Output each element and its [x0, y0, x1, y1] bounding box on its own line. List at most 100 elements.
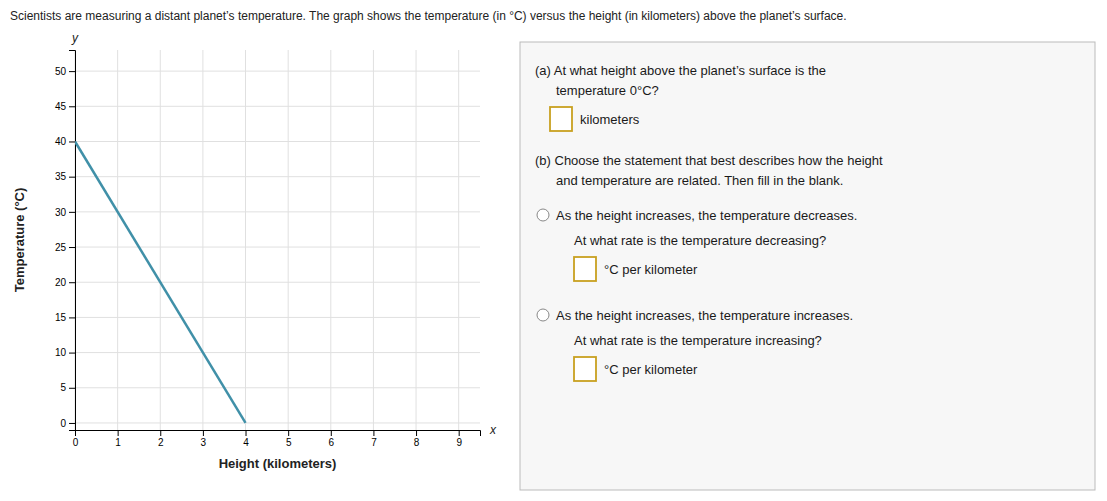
tick-mark	[459, 430, 460, 436]
panel-text: (a) At what height above the planet’s su…	[535, 63, 826, 78]
grid-line	[75, 247, 480, 248]
tick-mark	[160, 430, 161, 436]
tick: 0	[73, 430, 79, 448]
tick-label: 3	[201, 437, 207, 448]
axis-end-label: x	[489, 423, 497, 437]
grid-line	[202, 50, 203, 430]
tick-mark	[69, 317, 75, 318]
tick: 50	[55, 66, 75, 77]
panel-text: kilometers	[580, 112, 640, 127]
grid-line	[117, 50, 118, 430]
panel-text: At what rate is the temperature increasi…	[574, 333, 822, 348]
axis-line	[69, 51, 76, 431]
input-box	[574, 357, 596, 381]
axis-end-label: y	[71, 31, 79, 45]
grid-line	[75, 176, 480, 177]
tick-label: 0	[60, 418, 66, 429]
title: Scientists are measuring a distant plane…	[10, 9, 847, 23]
grid-line	[416, 50, 417, 430]
tick-mark	[69, 353, 75, 354]
tick: 40	[55, 136, 75, 147]
tick-label: 15	[55, 312, 67, 323]
radio-button	[537, 309, 549, 321]
tick: 3	[201, 430, 207, 448]
tick-label: 5	[60, 382, 66, 393]
tick: 5	[60, 382, 75, 393]
tick-mark	[331, 430, 332, 436]
grid-line	[245, 50, 246, 430]
tick-label: 2	[158, 437, 164, 448]
tick-label: 20	[55, 277, 67, 288]
tick-mark	[373, 430, 374, 436]
panel-text: and temperature are related. Then fill i…	[556, 173, 843, 188]
axis-line	[76, 431, 481, 437]
tick-label: 25	[55, 242, 67, 253]
grid-line	[75, 141, 480, 142]
grid-line	[373, 50, 374, 430]
panel-text: At what rate is the temperature decreasi…	[574, 233, 826, 248]
input-box	[550, 107, 572, 131]
grid-line	[75, 71, 480, 72]
panel-text: °C per kilometer	[604, 262, 698, 277]
tick-label: 4	[243, 437, 249, 448]
tick: 25	[55, 242, 75, 253]
tick: 7	[371, 430, 377, 448]
y-axis: 05101520253035404550	[55, 51, 76, 431]
tick: 8	[414, 430, 420, 448]
grid-line	[75, 282, 480, 283]
tick-label: 7	[371, 437, 377, 448]
x-axis: 0 1 2 3 4 5 6 7 8 9	[73, 430, 481, 448]
panel-content: (a) At what height above the planet’s su…	[535, 63, 883, 381]
tick-mark	[118, 430, 119, 436]
grid-line	[330, 50, 331, 430]
grid-line	[75, 387, 480, 388]
grid-line	[288, 50, 289, 430]
grid-line	[75, 317, 480, 318]
input-box	[574, 257, 596, 281]
grid-line	[75, 106, 480, 107]
panel-text: As the height increases, the temperature…	[556, 308, 853, 323]
chart-root: Scientists are measuring a distant plane…	[0, 0, 1107, 501]
tick-label: 9	[456, 437, 462, 448]
tick-mark	[69, 106, 75, 107]
grid-line	[458, 50, 459, 430]
tick: 4	[243, 430, 249, 448]
tick: 5	[286, 430, 292, 448]
tick: 35	[55, 171, 75, 182]
x-axis-title: Height (kilometers)	[219, 456, 337, 471]
tick-mark	[288, 430, 289, 436]
panel-text: °C per kilometer	[604, 362, 698, 377]
radio-button	[537, 209, 549, 221]
tick-mark	[203, 430, 204, 436]
panel-text: As the height increases, the temperature…	[556, 208, 857, 223]
tick-mark	[69, 177, 75, 178]
tick: 20	[55, 277, 75, 288]
tick-label: 40	[55, 136, 67, 147]
tick-label: 1	[115, 437, 121, 448]
tick: 15	[55, 312, 75, 323]
tick-mark	[69, 71, 75, 72]
tick: 1	[115, 430, 121, 448]
tick: 2	[158, 430, 164, 448]
tick-label: 10	[55, 347, 67, 358]
tick-mark	[69, 388, 75, 389]
grid-line	[75, 352, 480, 353]
tick-label: 35	[55, 171, 67, 182]
tick: 9	[456, 430, 462, 448]
grid-line	[75, 211, 480, 212]
tick-label: 0	[73, 437, 79, 448]
tick-label: 8	[414, 437, 420, 448]
tick: 0	[60, 418, 75, 429]
data-line	[75, 141, 246, 422]
panel-text: (b) Choose the statement that best descr…	[535, 153, 883, 168]
tick-mark	[69, 423, 75, 424]
tick: 6	[329, 430, 335, 448]
tick-mark	[69, 141, 75, 142]
tick: 45	[55, 101, 75, 112]
question-panel	[520, 42, 1095, 490]
panel-text: temperature 0°C?	[556, 83, 659, 98]
grid-line	[160, 50, 161, 430]
tick-label: 45	[55, 101, 67, 112]
y-axis-title: Temperature (°C)	[12, 188, 27, 293]
tick-mark	[69, 212, 75, 213]
